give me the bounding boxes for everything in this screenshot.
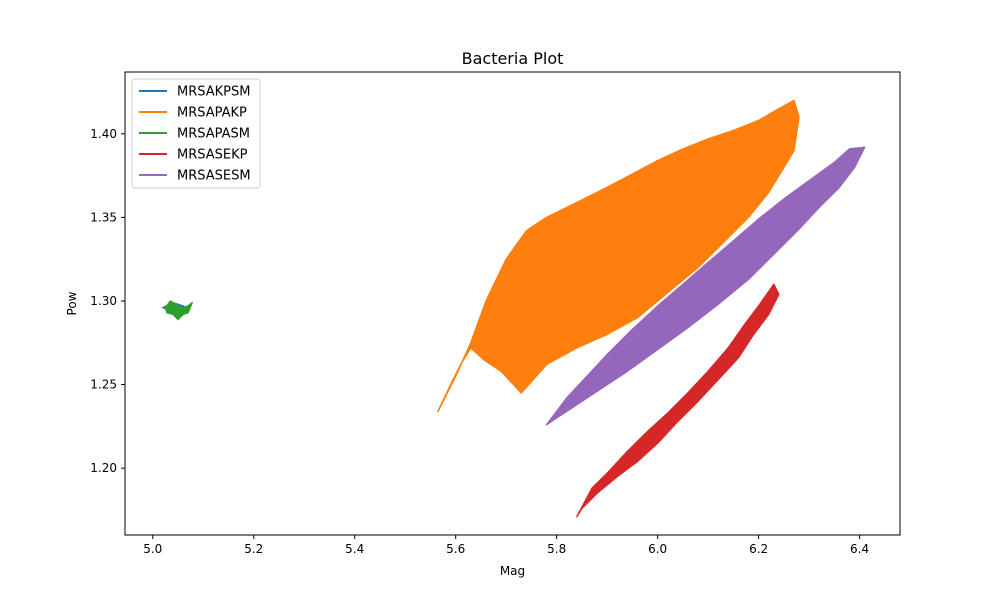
legend-label: MRSAPASM	[177, 127, 250, 142]
chart-title: Bacteria Plot	[462, 49, 564, 68]
legend-label: MRSASEKP	[177, 148, 248, 163]
legend-label: MRSASESM	[177, 169, 251, 184]
series-mrsapakp-line	[437, 99, 800, 413]
x-tick-label: 6.0	[648, 542, 667, 556]
legend-box	[131, 78, 261, 189]
x-tick-label: 5.8	[547, 542, 566, 556]
y-axis-title: Pow	[65, 291, 79, 315]
x-axis-title: Mag	[500, 564, 525, 578]
x-tick-label: 5.0	[143, 542, 162, 556]
plot-frame	[124, 71, 901, 536]
series-mrsapasm-line	[164, 300, 193, 321]
y-tick-label: 1.30	[90, 294, 117, 308]
x-tick-label: 6.4	[850, 542, 869, 556]
legend: MRSAKPSM MRSAPAKP MRSAPASM MRSASEKP MRSASESM	[131, 78, 261, 189]
y-tick-label: 1.25	[90, 378, 117, 392]
x-axis: 5.0 5.2 5.4 5.6 5.8 6.0 6.2 6.4	[143, 535, 869, 556]
x-tick-label: 5.2	[244, 542, 263, 556]
y-tick-label: 1.20	[90, 461, 117, 475]
series-mrsasekp-line	[576, 283, 780, 518]
y-tick-label: 1.40	[90, 127, 117, 141]
legend-label: MRSAPAKP	[177, 106, 247, 121]
plot-area	[162, 99, 866, 518]
x-tick-label: 5.6	[446, 542, 465, 556]
legend-label: MRSAKPSM	[177, 85, 250, 100]
x-tick-label: 6.2	[749, 542, 768, 556]
x-tick-label: 5.4	[345, 542, 364, 556]
y-axis: 1.20 1.25 1.30 1.35 1.40	[90, 127, 125, 475]
y-tick-label: 1.35	[90, 210, 117, 224]
series-mrsasesm-line	[545, 146, 866, 426]
